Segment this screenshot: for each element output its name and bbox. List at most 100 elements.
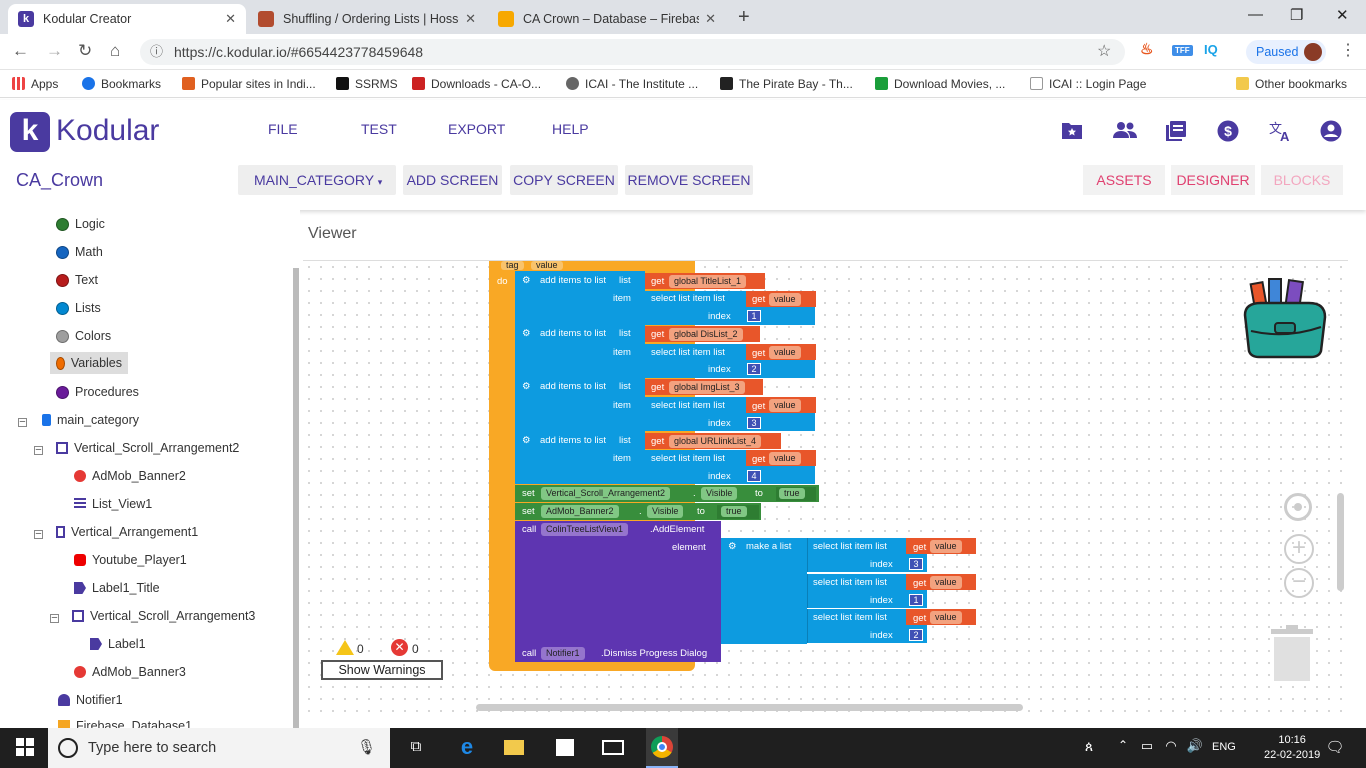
menu-export[interactable]: EXPORT bbox=[448, 121, 506, 137]
add-items-block-4[interactable] bbox=[515, 431, 645, 484]
add-items-block-2[interactable] bbox=[515, 324, 645, 377]
bookmark-downloads[interactable]: Downloads - CA-O... bbox=[412, 77, 541, 91]
tree-vertical-scroll-arrangement3[interactable]: Vertical_Scroll_Arrangement3 bbox=[72, 609, 255, 623]
taskbar-search-input[interactable]: Type here to search 🎙 bbox=[48, 728, 390, 768]
people-icon[interactable] bbox=[1113, 120, 1137, 142]
blocks-workspace[interactable]: tag value do ⚙ add items to list list ge… bbox=[303, 260, 1348, 715]
component-dropdown[interactable]: AdMob_Banner2 bbox=[541, 505, 619, 518]
tree-admob-banner3[interactable]: AdMob_Banner3 bbox=[74, 665, 186, 679]
book-icon[interactable] bbox=[1165, 120, 1187, 142]
property-dropdown[interactable]: Visible bbox=[701, 487, 738, 500]
gear-icon[interactable]: ⚙ bbox=[522, 275, 531, 286]
back-icon[interactable]: ← bbox=[12, 41, 29, 60]
builtin-text[interactable]: Text bbox=[56, 273, 98, 287]
gear-icon[interactable]: ⚙ bbox=[522, 381, 531, 392]
language-indicator[interactable]: ENG bbox=[1212, 741, 1236, 753]
index-number[interactable]: 4 bbox=[747, 470, 761, 482]
assets-button[interactable]: ASSETS bbox=[1083, 165, 1165, 195]
iq-extension-icon[interactable]: IQ bbox=[1204, 42, 1218, 57]
collapse-toggle[interactable]: − bbox=[34, 528, 43, 540]
show-warnings-button[interactable]: Show Warnings bbox=[321, 660, 443, 680]
workspace-horizontal-scrollbar[interactable] bbox=[476, 704, 1023, 711]
bookmark-popular-sites[interactable]: Popular sites in Indi... bbox=[182, 77, 316, 91]
builtin-logic[interactable]: Logic bbox=[56, 217, 105, 231]
index-number[interactable]: 3 bbox=[747, 417, 761, 429]
builtin-math[interactable]: Math bbox=[56, 245, 103, 259]
close-tab-icon[interactable]: ✕ bbox=[225, 11, 236, 26]
tree-main-category[interactable]: main_category bbox=[42, 413, 139, 427]
bookmark-star-icon[interactable]: ☆ bbox=[1097, 43, 1112, 60]
component-dropdown[interactable]: Notifier1 bbox=[541, 647, 585, 660]
bookmark-pirate-bay[interactable]: The Pirate Bay - Th... bbox=[720, 77, 853, 91]
profile-paused-button[interactable]: Paused bbox=[1246, 40, 1326, 64]
collapse-toggle[interactable]: − bbox=[50, 612, 59, 624]
bookmark-icai-login[interactable]: ICAI :: Login Page bbox=[1030, 77, 1146, 91]
event-param-tag[interactable]: tag bbox=[501, 261, 524, 270]
global-var-dropdown[interactable]: global ImgList_3 bbox=[669, 381, 745, 394]
close-tab-icon[interactable]: ✕ bbox=[705, 11, 716, 26]
value-dropdown[interactable]: value bbox=[769, 452, 801, 465]
value-dropdown[interactable]: value bbox=[930, 611, 962, 624]
trash-icon[interactable] bbox=[1271, 625, 1313, 688]
account-icon[interactable] bbox=[1320, 120, 1342, 142]
global-var-dropdown[interactable]: global TitleList_1 bbox=[669, 275, 747, 288]
tree-label1[interactable]: Label1 bbox=[90, 637, 146, 651]
zoom-in-icon[interactable]: + bbox=[1284, 534, 1314, 564]
tree-admob-banner2[interactable]: AdMob_Banner2 bbox=[74, 469, 186, 483]
microphone-icon[interactable]: 🎙 bbox=[356, 739, 376, 756]
index-number[interactable]: 2 bbox=[909, 629, 923, 641]
bookmark-icai[interactable]: ICAI - The Institute ... bbox=[566, 77, 698, 91]
tab-shuffling-lists[interactable]: Shuffling / Ordering Lists | Hosse ✕ bbox=[248, 4, 486, 34]
value-dropdown[interactable]: value bbox=[769, 399, 801, 412]
close-tab-icon[interactable]: ✕ bbox=[465, 11, 476, 26]
window-close-icon[interactable]: ✕ bbox=[1336, 7, 1349, 24]
designer-button[interactable]: DESIGNER bbox=[1171, 165, 1255, 195]
folder-star-icon[interactable] bbox=[1061, 120, 1083, 142]
builtin-procedures[interactable]: Procedures bbox=[56, 385, 139, 399]
zoom-out-icon[interactable]: − bbox=[1284, 568, 1314, 598]
taskbar-clock[interactable]: 10:16 22-02-2019 bbox=[1264, 733, 1320, 763]
kodular-logo-icon[interactable]: k bbox=[10, 112, 50, 152]
edge-browser-icon[interactable]: e bbox=[460, 734, 474, 759]
value-dropdown[interactable]: value bbox=[769, 293, 801, 306]
index-number[interactable]: 1 bbox=[747, 310, 761, 322]
backpack-icon[interactable] bbox=[1241, 275, 1331, 366]
value-dropdown[interactable]: value bbox=[769, 346, 801, 359]
bookmark-download-movies[interactable]: Download Movies, ... bbox=[875, 77, 1005, 91]
tree-vertical-scroll-arrangement2[interactable]: Vertical_Scroll_Arrangement2 bbox=[56, 441, 239, 455]
sidebar-scrollbar[interactable] bbox=[293, 268, 299, 728]
workspace-vertical-scrollbar[interactable] bbox=[1337, 493, 1344, 591]
global-var-dropdown[interactable]: global URLlinkList_4 bbox=[669, 435, 762, 448]
dollar-icon[interactable]: $ bbox=[1217, 120, 1239, 142]
people-tray-icon[interactable]: ጰ bbox=[1084, 738, 1094, 754]
windows-start-icon[interactable] bbox=[14, 738, 36, 758]
gear-icon[interactable]: ⚙ bbox=[522, 435, 531, 446]
tree-firebase-database1[interactable]: Firebase_Database1 bbox=[58, 719, 192, 728]
bookmark-ssrms[interactable]: SSRMS bbox=[336, 77, 398, 91]
blocks-button[interactable]: BLOCKS bbox=[1261, 165, 1343, 195]
tree-label1-title[interactable]: Label1_Title bbox=[74, 581, 160, 595]
make-a-list-block[interactable] bbox=[721, 538, 807, 644]
remove-screen-button[interactable]: REMOVE SCREEN bbox=[625, 165, 753, 195]
add-screen-button[interactable]: ADD SCREEN bbox=[403, 165, 502, 195]
boolean-dropdown[interactable]: true bbox=[721, 506, 747, 517]
new-tab-icon[interactable]: + bbox=[738, 6, 750, 28]
tff-extension-icon[interactable]: TFF bbox=[1172, 45, 1193, 56]
maximize-icon[interactable]: ❐ bbox=[1290, 7, 1304, 24]
battery-icon[interactable]: ▭ bbox=[1140, 738, 1154, 753]
component-dropdown[interactable]: ColinTreeListView1 bbox=[541, 523, 629, 536]
bookmark-bookmarks[interactable]: Bookmarks bbox=[82, 77, 161, 91]
file-explorer-icon[interactable] bbox=[504, 738, 526, 758]
builtin-lists[interactable]: Lists bbox=[56, 301, 101, 315]
menu-test[interactable]: TEST bbox=[361, 121, 397, 137]
event-param-value[interactable]: value bbox=[531, 261, 563, 270]
index-number[interactable]: 2 bbox=[747, 363, 761, 375]
value-dropdown[interactable]: value bbox=[930, 540, 962, 553]
home-icon[interactable]: ⌂ bbox=[110, 41, 121, 60]
notification-center-icon[interactable]: 🗨 bbox=[1325, 739, 1345, 756]
gear-icon[interactable]: ⚙ bbox=[728, 541, 737, 552]
screen-dropdown[interactable]: MAIN_CATEGORY ▾ bbox=[238, 165, 396, 195]
menu-help[interactable]: HELP bbox=[552, 121, 589, 137]
tree-notifier1[interactable]: Notifier1 bbox=[58, 693, 123, 707]
